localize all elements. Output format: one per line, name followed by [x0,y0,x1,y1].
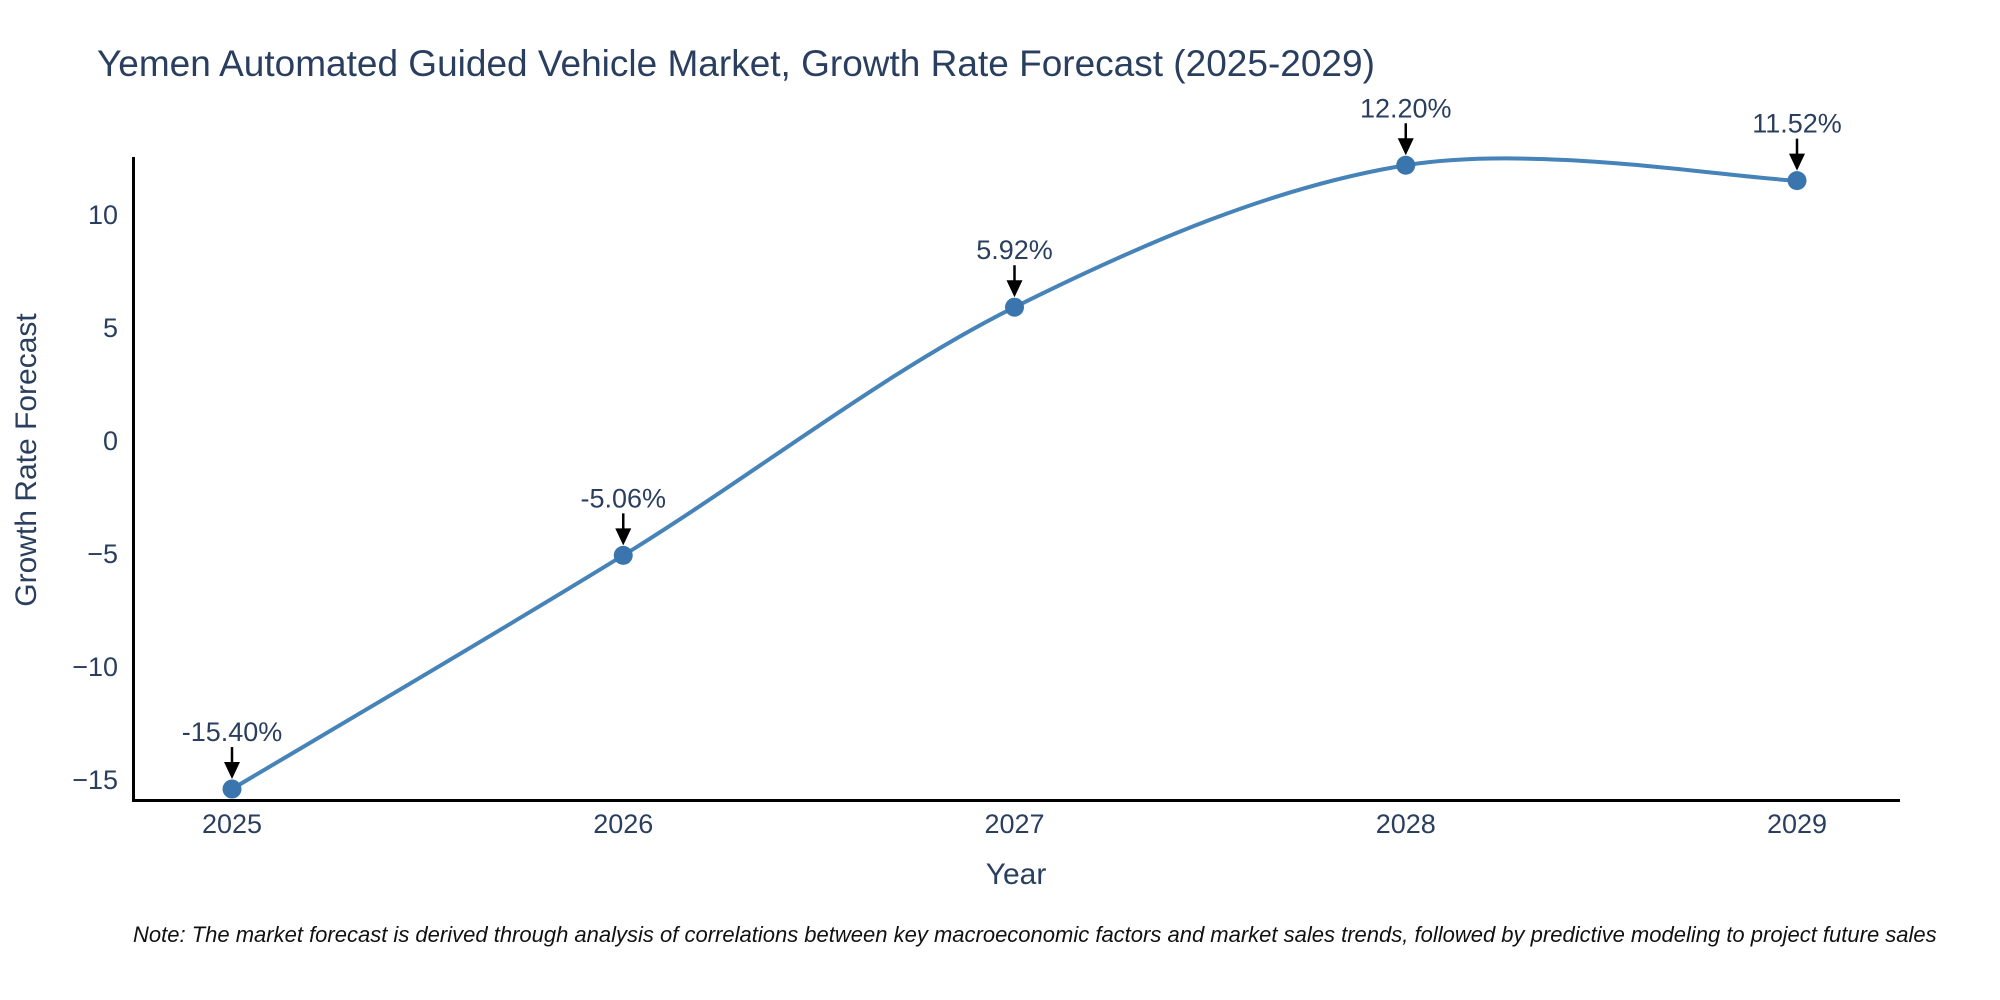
y-tick-label: −15 [72,765,118,795]
annotation-label-2028: 12.20% [1360,93,1452,123]
x-tick-label: 2026 [593,809,653,839]
footnote: Note: The market forecast is derived thr… [133,922,1937,947]
x-tick-label: 2025 [202,809,262,839]
y-tick-label: −5 [87,539,118,569]
y-axis-title: Growth Rate Forecast [10,313,43,607]
data-points [222,155,1807,799]
x-tick-label: 2027 [984,809,1044,839]
y-tick-label: 0 [103,426,118,456]
data-point-2025 [222,779,242,799]
x-tick-label: 2028 [1376,809,1436,839]
data-point-2029 [1787,171,1807,191]
y-tick-label: 10 [88,200,118,230]
chart-title: Yemen Automated Guided Vehicle Market, G… [97,43,1375,84]
annotation-arrow-head [1006,280,1023,298]
annotation-label-2027: 5.92% [976,235,1053,265]
annotation-arrow-head [1789,153,1805,171]
annotation-label-2029: 11.52% [1752,109,1842,139]
annotation-arrow-head [1397,138,1414,156]
series-line [230,156,1799,792]
y-axis-tick-labels: 10 5 0 −5 −10 −15 [72,200,118,795]
x-axis-tick-labels: 2025 2026 2027 2028 2029 [202,809,1827,839]
annotation-arrow-head [224,762,240,780]
x-tick-label: 2029 [1767,809,1827,839]
annotation-label-2025: -15.40% [182,717,283,747]
y-tick-label: 5 [103,313,118,343]
annotation-label-2026: -5.06% [580,483,666,513]
data-point-2027 [1005,297,1024,317]
data-point-2028 [1396,155,1416,175]
y-tick-label: −10 [72,652,118,682]
point-annotations: -15.40% -5.06% 5.92% 12.20% 11.52% [182,93,1842,780]
annotation-arrow-head [615,528,632,546]
data-point-2026 [613,545,633,565]
x-axis-title: Year [986,858,1047,891]
